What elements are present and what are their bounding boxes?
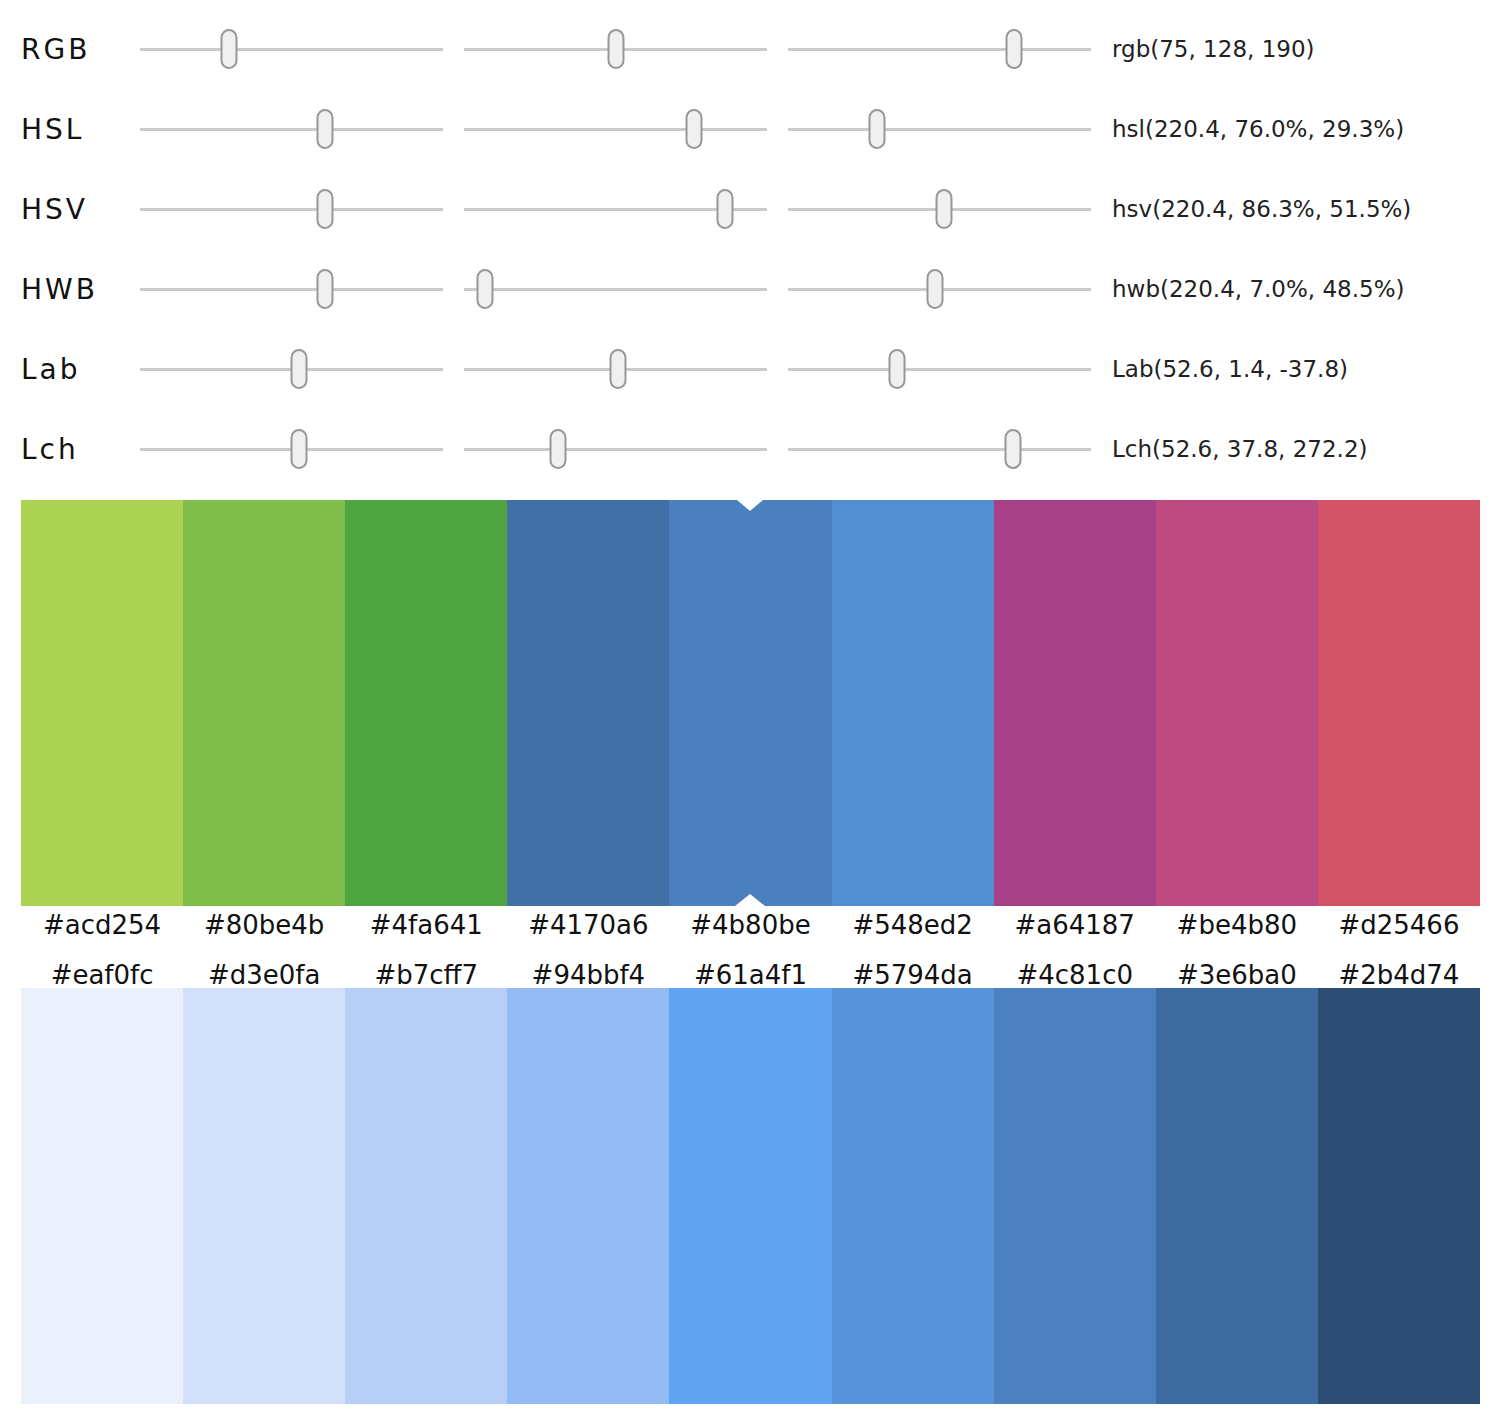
hex-code-label: #2b4d74 xyxy=(1318,962,1480,988)
slider-row-hsl: HSL hsl(220.4, 76.0%, 29.3%) xyxy=(0,89,1501,169)
palette-swatch[interactable] xyxy=(507,988,669,1404)
hex-code-label: #4fa641 xyxy=(345,910,507,940)
palette-swatch[interactable] xyxy=(345,988,507,1404)
color-space-sliders: RGB rgb(75, 128, 190) HSL hsl(220.4, 76.0%,… xyxy=(0,0,1501,500)
slider-row-lab: Lab Lab(52.6, 1.4, -37.8) xyxy=(0,329,1501,409)
slider-handle[interactable] xyxy=(926,269,943,309)
slider-track[interactable] xyxy=(140,288,443,291)
slider-track[interactable] xyxy=(788,288,1091,291)
hex-code-label: #61a4f1 xyxy=(669,962,831,988)
palette-swatch[interactable] xyxy=(21,988,183,1404)
color-value-text: Lab(52.6, 1.4, -37.8) xyxy=(1112,356,1348,382)
slider-row-hsv: HSV hsv(220.4, 86.3%, 51.5%) xyxy=(0,169,1501,249)
palette-swatch[interactable] xyxy=(345,500,507,906)
slider-track[interactable] xyxy=(464,128,767,131)
hex-code-label: #be4b80 xyxy=(1156,910,1318,940)
slider-track[interactable] xyxy=(464,448,767,451)
palette-swatch[interactable] xyxy=(832,500,994,906)
slider-handle[interactable] xyxy=(608,29,625,69)
palette-swatch[interactable] xyxy=(1156,988,1318,1404)
slider-track[interactable] xyxy=(140,368,443,371)
hex-code-label: #80be4b xyxy=(183,910,345,940)
tint-palette xyxy=(21,988,1480,1404)
palette-swatch[interactable] xyxy=(507,500,669,906)
slider-handle[interactable] xyxy=(868,109,885,149)
slider-track[interactable] xyxy=(140,128,443,131)
hex-code-label: #5794da xyxy=(832,962,994,988)
main-palette-hex-labels: #acd254#80be4b#4fa641#4170a6#4b80be#548e… xyxy=(21,906,1480,944)
hex-code-label: #d25466 xyxy=(1318,910,1480,940)
slider-handle[interactable] xyxy=(317,189,334,229)
hex-code-label: #4b80be xyxy=(669,910,831,940)
color-value-text: hsl(220.4, 76.0%, 29.3%) xyxy=(1112,116,1404,142)
hex-code-label: #548ed2 xyxy=(832,910,994,940)
palette-swatch[interactable] xyxy=(669,988,831,1404)
hex-code-label: #3e6ba0 xyxy=(1156,962,1318,988)
slider-track[interactable] xyxy=(464,368,767,371)
slider-handle[interactable] xyxy=(291,429,308,469)
palette-swatch[interactable] xyxy=(21,500,183,906)
hex-code-label: #a64187 xyxy=(994,910,1156,940)
slider-handle[interactable] xyxy=(317,109,334,149)
slider-handle[interactable] xyxy=(317,269,334,309)
palette-swatch[interactable] xyxy=(832,988,994,1404)
slider-handle[interactable] xyxy=(549,429,566,469)
slider-handle[interactable] xyxy=(609,349,626,389)
hex-code-label: #94bbf4 xyxy=(507,962,669,988)
slider-handle[interactable] xyxy=(477,269,494,309)
slider-handle[interactable] xyxy=(291,349,308,389)
hex-code-label: #acd254 xyxy=(21,910,183,940)
slider-handle[interactable] xyxy=(221,29,238,69)
hex-code-label: #4c81c0 xyxy=(994,962,1156,988)
color-space-label: RGB xyxy=(0,33,140,66)
palette-swatch[interactable] xyxy=(669,500,831,906)
palette-swatch[interactable] xyxy=(994,988,1156,1404)
slider-track[interactable] xyxy=(464,48,767,51)
hex-code-label: #eaf0fc xyxy=(21,962,183,988)
palette-swatch[interactable] xyxy=(183,988,345,1404)
main-palette xyxy=(21,500,1480,906)
slider-track[interactable] xyxy=(464,208,767,211)
color-space-label: HSL xyxy=(0,113,140,146)
slider-handle[interactable] xyxy=(936,189,953,229)
slider-row-hwb: HWB hwb(220.4, 7.0%, 48.5%) xyxy=(0,249,1501,329)
slider-handle[interactable] xyxy=(888,349,905,389)
slider-track[interactable] xyxy=(788,368,1091,371)
color-space-label: HSV xyxy=(0,193,140,226)
slider-track[interactable] xyxy=(140,448,443,451)
slider-track[interactable] xyxy=(788,48,1091,51)
palette-swatch[interactable] xyxy=(1156,500,1318,906)
slider-handle[interactable] xyxy=(1005,29,1022,69)
palette-swatch[interactable] xyxy=(183,500,345,906)
color-space-label: Lch xyxy=(0,433,140,466)
hex-code-label: #4170a6 xyxy=(507,910,669,940)
color-value-text: rgb(75, 128, 190) xyxy=(1112,36,1315,62)
tint-palette-hex-labels: #eaf0fc#d3e0fa#b7cff7#94bbf4#61a4f1#5794… xyxy=(21,944,1480,988)
slider-handle[interactable] xyxy=(717,189,734,229)
palette-swatch[interactable] xyxy=(994,500,1156,906)
slider-track[interactable] xyxy=(140,48,443,51)
slider-track[interactable] xyxy=(788,208,1091,211)
slider-track[interactable] xyxy=(788,448,1091,451)
color-value-text: hwb(220.4, 7.0%, 48.5%) xyxy=(1112,276,1405,302)
slider-handle[interactable] xyxy=(686,109,703,149)
slider-track[interactable] xyxy=(788,128,1091,131)
color-value-text: hsv(220.4, 86.3%, 51.5%) xyxy=(1112,196,1411,222)
palette-swatch[interactable] xyxy=(1318,500,1480,906)
slider-row-rgb: RGB rgb(75, 128, 190) xyxy=(0,9,1501,89)
slider-handle[interactable] xyxy=(1005,429,1022,469)
color-space-label: Lab xyxy=(0,353,140,386)
slider-track[interactable] xyxy=(140,208,443,211)
slider-row-lch: Lch Lch(52.6, 37.8, 272.2) xyxy=(0,409,1501,489)
palette-swatch[interactable] xyxy=(1318,988,1480,1404)
color-space-label: HWB xyxy=(0,273,140,306)
slider-track[interactable] xyxy=(464,288,767,291)
hex-code-label: #b7cff7 xyxy=(345,962,507,988)
color-value-text: Lch(52.6, 37.8, 272.2) xyxy=(1112,436,1368,462)
hex-code-label: #d3e0fa xyxy=(183,962,345,988)
